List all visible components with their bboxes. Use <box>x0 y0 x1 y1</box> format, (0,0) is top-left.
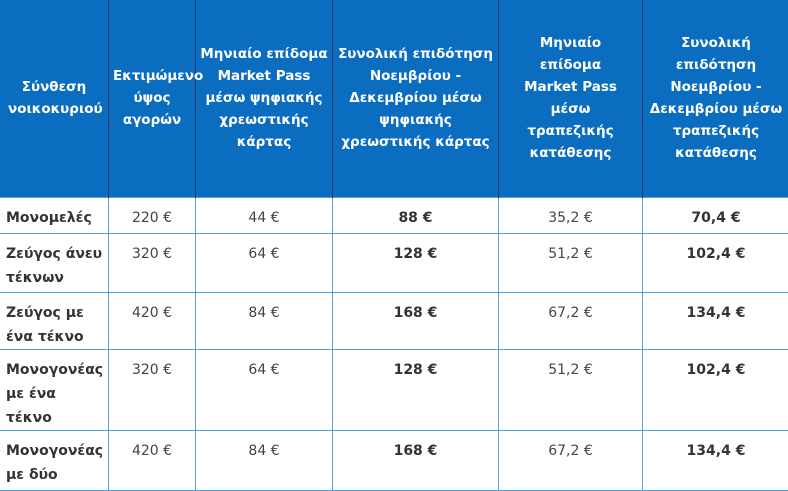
cell-monthly-card: 64 € <box>196 233 333 292</box>
header-monthly-deposit: Μηνιαίο επίδομα Market Pass μέσω τραπεζι… <box>499 0 643 197</box>
cell-total-deposit: 70,4 € <box>643 197 788 233</box>
cell-monthly-deposit: 67,2 € <box>499 292 643 349</box>
cell-monthly-card: 44 € <box>196 197 333 233</box>
cell-total-deposit: 134,4 € <box>643 430 788 490</box>
cell-household: Ζεύγος άνευ τέκνων <box>0 233 109 292</box>
header-total-deposit: Συνολική επιδότηση Νοεμβρίου - Δεκεμβρίο… <box>643 0 788 197</box>
header-purchases: Εκτιμώμενο ύψος αγορών <box>109 0 196 197</box>
cell-monthly-card: 64 € <box>196 349 333 430</box>
cell-monthly-deposit: 51,2 € <box>499 349 643 430</box>
cell-monthly-card: 84 € <box>196 292 333 349</box>
cell-purchases: 320 € <box>109 233 196 292</box>
cell-monthly-deposit: 35,2 € <box>499 197 643 233</box>
cell-total-card: 88 € <box>333 197 499 233</box>
cell-household: Μονομελές <box>0 197 109 233</box>
cell-purchases: 220 € <box>109 197 196 233</box>
cell-monthly-deposit: 67,2 € <box>499 430 643 490</box>
header-row: Σύνθεση νοικοκυριού Εκτιμώμενο ύψος αγορ… <box>0 0 788 197</box>
cell-total-deposit: 134,4 € <box>643 292 788 349</box>
cell-household: Μονογονέας με ένα τέκνο <box>0 349 109 430</box>
header-household: Σύνθεση νοικοκυριού <box>0 0 109 197</box>
cell-monthly-card: 84 € <box>196 430 333 490</box>
header-monthly-card: Μηνιαίο επίδομα Market Pass μέσω ψηφιακή… <box>196 0 333 197</box>
cell-total-card: 128 € <box>333 349 499 430</box>
cell-total-card: 168 € <box>333 292 499 349</box>
cell-monthly-deposit: 51,2 € <box>499 233 643 292</box>
cell-total-deposit: 102,4 € <box>643 349 788 430</box>
cell-purchases: 420 € <box>109 430 196 490</box>
cell-household: Μονογονέας με δύο <box>0 430 109 490</box>
cell-total-deposit: 102,4 € <box>643 233 788 292</box>
header-total-card: Συνολική επιδότηση Νοεμβρίου - Δεκεμβρίο… <box>333 0 499 197</box>
cell-total-card: 128 € <box>333 233 499 292</box>
cell-household: Ζεύγος με ένα τέκνο <box>0 292 109 349</box>
cell-purchases: 320 € <box>109 349 196 430</box>
cell-purchases: 420 € <box>109 292 196 349</box>
cell-total-card: 168 € <box>333 430 499 490</box>
